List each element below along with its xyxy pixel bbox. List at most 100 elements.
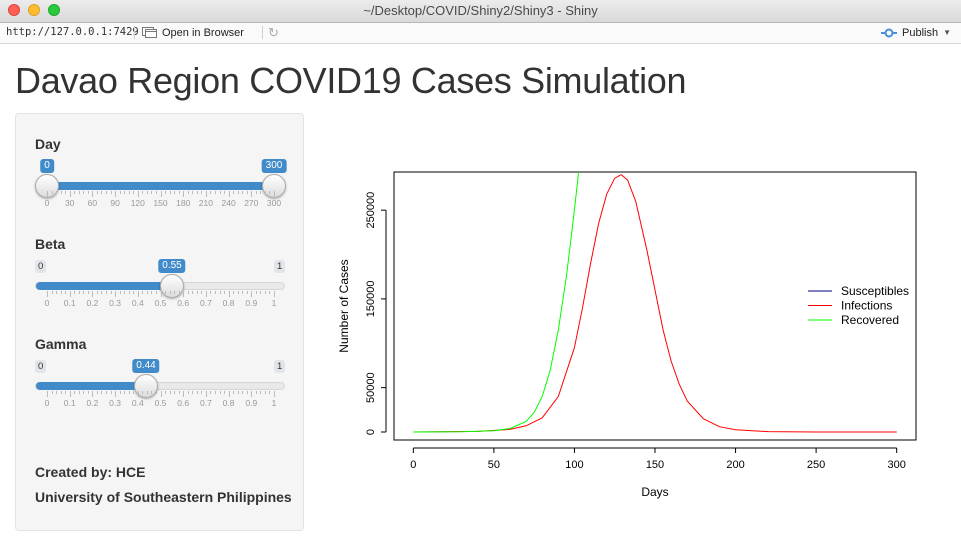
slider-tick-label: 0.9	[245, 398, 258, 408]
x-tick-label: 300	[887, 459, 905, 471]
slider-tick-mark	[174, 291, 176, 294]
slider-tick-label: 240	[221, 198, 236, 208]
gamma-slider-track[interactable]	[35, 382, 285, 390]
close-window-button[interactable]	[8, 4, 20, 16]
slider-tick-mark	[274, 191, 275, 197]
publish-button[interactable]: Publish ▼	[881, 25, 951, 40]
sidebar-panel: Day 0 300 0 30 60 90 120 150 180 210 240 270 300 B…	[15, 113, 304, 531]
x-tick-label: 150	[646, 459, 664, 471]
slider-tick-mark	[260, 291, 262, 294]
slider-tick-mark	[242, 191, 244, 194]
slider-tick-label: 180	[176, 198, 191, 208]
minimize-window-button[interactable]	[28, 4, 40, 16]
slider-tick-mark	[115, 191, 117, 197]
slider-tick-mark	[137, 191, 139, 197]
series-line-recovered	[413, 172, 580, 433]
slider-tick-label: 120	[130, 198, 145, 208]
slider-tick-mark	[169, 391, 171, 394]
slider-tick-mark	[228, 191, 230, 197]
legend-label-recovered: Recovered	[841, 313, 899, 327]
slider-tick-mark	[101, 191, 103, 194]
slider-tick-mark	[174, 391, 176, 394]
slider-tick-mark	[246, 391, 248, 394]
slider-tick-mark	[233, 391, 235, 394]
window-titlebar: ~/Desktop/COVID/Shiny2/Shiny3 - Shiny	[0, 0, 961, 23]
chevron-down-icon[interactable]: ▼	[943, 28, 951, 37]
day-slider-to-handle[interactable]	[262, 174, 286, 198]
slider-tick-label: 0	[44, 298, 50, 308]
gamma-slider[interactable]: 0 1 0.44 0 0.1 0.2 0.3 0.4 0.5 0.6 0.7 0.8 0.9 1	[16, 358, 305, 418]
day-slider-label: Day	[35, 136, 61, 152]
url-text[interactable]: http://127.0.0.1:7429	[6, 26, 139, 38]
slider-tick-mark	[187, 291, 189, 294]
beta-slider-ticks: 0 0.1 0.2 0.3 0.4 0.5 0.6 0.7 0.8 0.9 1	[16, 291, 305, 318]
slider-tick-mark	[196, 291, 198, 294]
slider-tick-mark	[201, 391, 203, 394]
slider-tick-mark	[178, 391, 180, 394]
beta-slider-min: 0	[35, 260, 47, 273]
slider-tick-mark	[210, 291, 212, 294]
day-slider[interactable]: 0 300 0 30 60 90 120 150 180 210 240 270 300	[16, 158, 305, 218]
refresh-icon[interactable]: ↻	[268, 25, 279, 40]
publish-label: Publish	[902, 26, 939, 39]
plot-frame	[393, 171, 917, 441]
slider-tick-mark	[260, 191, 262, 194]
slider-tick-mark	[269, 291, 271, 294]
slider-tick-mark	[110, 191, 112, 194]
gamma-slider-label: Gamma	[35, 336, 87, 352]
slider-tick-mark	[60, 191, 62, 194]
slider-tick-mark	[115, 391, 117, 397]
beta-slider-max: 1	[274, 260, 286, 273]
slider-tick-mark	[269, 191, 271, 194]
slider-tick-mark	[224, 291, 226, 294]
beta-slider[interactable]: 0 1 0.55 0 0.1 0.2 0.3 0.4 0.5 0.6 0.7 0.8 0.9 1	[16, 258, 305, 318]
x-axis-label: Days	[641, 485, 668, 499]
y-tick-label: 150000	[365, 281, 377, 318]
slider-tick-mark	[205, 191, 207, 197]
slider-tick-mark	[124, 191, 126, 194]
slider-tick-mark	[146, 291, 148, 294]
slider-tick-label: 60	[87, 198, 98, 208]
slider-tick-mark	[169, 291, 171, 294]
slider-tick-label: 0.5	[154, 398, 167, 408]
slider-tick-mark	[146, 391, 148, 394]
slider-tick-mark	[69, 391, 71, 397]
slider-tick-mark	[178, 191, 180, 194]
slider-tick-mark	[151, 291, 153, 294]
slider-tick-mark	[192, 191, 194, 194]
zoom-window-button[interactable]	[48, 4, 60, 16]
slider-tick-mark	[155, 291, 157, 294]
y-tick-label: 0	[365, 429, 377, 435]
slider-tick-mark	[219, 291, 221, 294]
beta-slider-label: Beta	[35, 236, 66, 252]
slider-tick-label: 0.8	[222, 398, 235, 408]
slider-tick-mark	[274, 291, 275, 297]
day-slider-from-value: 0	[40, 159, 54, 173]
slider-tick-mark	[87, 291, 89, 294]
slider-tick-label: 300	[266, 198, 282, 208]
slider-tick-mark	[146, 191, 148, 194]
legend-label-susceptibles: Susceptibles	[841, 284, 909, 298]
page-title: Davao Region COVID19 Cases Simulation	[15, 60, 687, 101]
slider-tick-mark	[233, 291, 235, 294]
slider-tick-mark	[83, 391, 85, 394]
series-line-infections	[413, 174, 897, 433]
slider-tick-mark	[74, 191, 76, 194]
x-tick-label: 200	[726, 459, 744, 471]
open-in-browser-button[interactable]: Open in Browser	[142, 25, 244, 40]
slider-tick-mark	[56, 291, 58, 294]
slider-tick-mark	[96, 291, 98, 294]
day-slider-to-value: 300	[261, 159, 287, 173]
slider-tick-mark	[119, 391, 121, 394]
slider-tick-label: 0.9	[245, 298, 258, 308]
legend-label-infections: Infections	[841, 299, 892, 313]
slider-tick-label: 150	[153, 198, 168, 208]
slider-tick-mark	[255, 291, 257, 294]
window-title: ~/Desktop/COVID/Shiny2/Shiny3 - Shiny	[363, 3, 598, 18]
slider-tick-mark	[101, 291, 103, 294]
slider-tick-mark	[96, 391, 98, 394]
slider-tick-mark	[78, 391, 80, 394]
slider-tick-mark	[237, 391, 239, 394]
day-slider-track[interactable]	[35, 182, 286, 190]
beta-slider-handle[interactable]	[160, 274, 184, 298]
